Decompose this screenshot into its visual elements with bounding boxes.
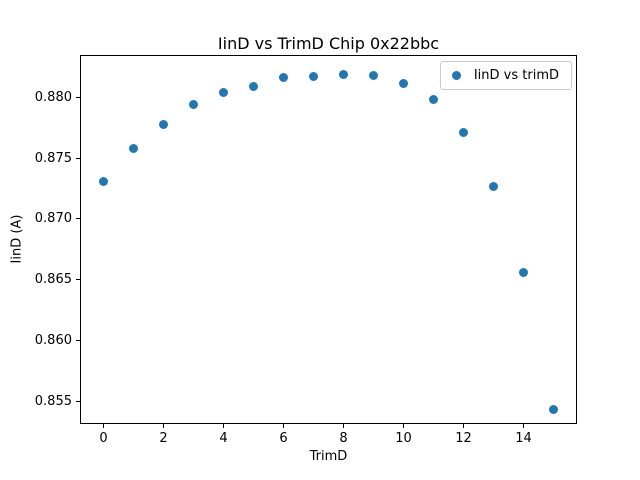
legend: IinD vs trimD	[439, 61, 572, 90]
y-tick-mark	[76, 96, 80, 98]
data-point	[189, 100, 198, 110]
data-point	[369, 70, 378, 80]
x-tick-label: 2	[159, 431, 168, 446]
y-tick-label: 0.860	[34, 332, 72, 348]
x-tick-label: 12	[455, 431, 472, 446]
y-tick-label: 0.880	[34, 89, 72, 105]
data-point	[159, 119, 168, 129]
x-tick-label: 0	[99, 431, 108, 446]
chart-title: IinD vs TrimD Chip 0x22bbc	[217, 34, 440, 53]
x-tick-mark	[463, 424, 464, 428]
data-point	[99, 176, 108, 186]
x-tick-label: 14	[515, 431, 532, 446]
y-tick-mark	[76, 218, 80, 220]
data-point	[489, 181, 498, 191]
y-axis-label: IinD (A)	[9, 214, 25, 264]
data-point	[519, 267, 528, 277]
data-point	[219, 87, 228, 97]
data-point	[309, 72, 318, 82]
data-point	[429, 95, 438, 105]
x-tick-mark	[163, 424, 164, 428]
x-tick-mark	[523, 424, 524, 428]
y-tick-mark	[76, 400, 80, 402]
data-point	[399, 79, 408, 89]
data-point	[129, 143, 138, 153]
y-tick-label: 0.875	[34, 150, 72, 166]
x-tick-label: 10	[395, 431, 412, 446]
data-point	[549, 405, 558, 415]
y-tick-mark	[76, 157, 80, 159]
y-tick-mark	[76, 279, 80, 281]
x-axis-label: TrimD	[309, 449, 348, 464]
y-tick-mark	[76, 339, 80, 341]
plot-area: IinD vs trimD	[80, 55, 577, 424]
x-tick-mark	[223, 424, 224, 428]
y-tick-label: 0.855	[34, 393, 72, 409]
data-point	[459, 128, 468, 138]
legend-label: IinD vs trimD	[473, 68, 559, 83]
x-tick-label: 6	[279, 431, 288, 446]
x-tick-label: 4	[219, 431, 228, 446]
y-tick-label: 0.865	[34, 272, 72, 288]
data-point	[249, 81, 258, 91]
legend-marker-dot	[451, 71, 461, 80]
x-tick-label: 8	[339, 431, 348, 446]
x-tick-mark	[103, 424, 104, 428]
x-tick-mark	[343, 424, 344, 428]
x-tick-mark	[283, 424, 284, 428]
data-point	[279, 73, 288, 83]
y-tick-label: 0.870	[34, 211, 72, 227]
x-tick-mark	[403, 424, 404, 428]
data-point	[339, 69, 348, 79]
